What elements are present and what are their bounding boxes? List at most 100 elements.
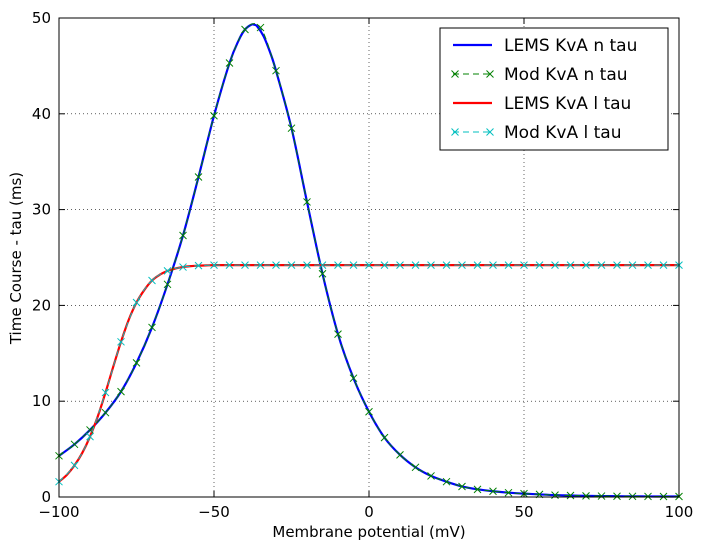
data-point-mod-kva-n-tau [117,387,125,396]
data-point-mod-kva-n-tau [101,408,110,417]
data-point-mod-kva-l-tau [520,261,528,270]
data-point-mod-kva-l-tau [644,261,652,270]
legend-label: LEMS KvA l tau [504,94,631,114]
data-point-mod-kva-l-tau [334,261,342,270]
legend-marker [486,70,494,78]
x-tick-label: 0 [364,503,374,521]
legend-entry: Mod KvA l tau [451,123,622,143]
x-axis-label: Membrane potential (mV) [272,523,465,541]
data-point-mod-kva-n-tau [287,124,296,133]
data-point-mod-kva-l-tau [132,298,141,307]
data-point-mod-kva-n-tau [132,359,141,367]
data-point-mod-kva-l-tau [489,261,497,270]
data-point-mod-kva-n-tau [210,111,218,120]
data-point-mod-kva-l-tau [163,267,172,275]
data-point-mod-kva-l-tau [396,261,404,270]
y-tick-label: 50 [32,9,51,27]
data-point-mod-kva-l-tau [628,261,637,270]
data-point-mod-kva-l-tau [303,261,311,270]
data-point-mod-kva-l-tau [179,263,187,271]
y-axis-label: Time Course - tau (ms) [7,172,25,345]
y-tick-label: 0 [41,488,51,506]
data-point-mod-kva-n-tau [272,66,280,75]
legend-label: Mod KvA n tau [504,65,628,85]
data-point-mod-kva-l-tau [86,432,94,441]
data-point-mod-kva-n-tau [194,173,203,181]
data-point-mod-kva-n-tau [566,491,575,500]
data-point-mod-kva-n-tau [256,23,265,32]
axis-ticks: −100 −50 0 50 100 0 10 20 30 40 50 [32,9,693,521]
legend-marker [486,128,494,136]
x-tick-label: 50 [514,503,533,521]
data-point-mod-kva-l-tau [380,261,389,270]
data-point-mod-kva-l-tau [272,261,280,270]
data-point-mod-kva-l-tau [535,261,544,270]
legend-entry: Mod KvA n tau [451,65,628,85]
data-point-mod-kva-n-tau [427,472,435,480]
series-line-mod-kva-l-tau [58,264,679,483]
data-point-mod-kva-n-tau [613,492,621,501]
series-layer [55,23,683,501]
data-point-mod-kva-l-tau [349,261,358,270]
data-point-mod-kva-l-tau [148,276,156,285]
data-point-mod-kva-l-tau [318,261,327,270]
data-point-mod-kva-n-tau [411,463,420,472]
data-point-mod-kva-n-tau [396,450,404,459]
data-point-mod-kva-l-tau [225,261,234,270]
data-point-mod-kva-l-tau [101,388,110,397]
series-line-lems-kva-l-tau [58,264,679,483]
data-point-mod-kva-l-tau [241,261,249,270]
data-point-mod-kva-l-tau [597,261,606,270]
legend-entry: LEMS KvA l tau [453,94,631,114]
x-tick-label: −50 [198,503,230,521]
data-point-mod-kva-n-tau [349,374,358,383]
data-point-mod-kva-n-tau [179,231,187,240]
data-point-mod-kva-n-tau [458,482,466,491]
data-point-mod-kva-n-tau [318,269,327,278]
y-tick-label: 20 [32,296,51,314]
x-tick-label: −100 [38,503,79,521]
x-tick-label: 100 [665,503,694,521]
data-point-mod-kva-l-tau [582,261,590,270]
data-point-mod-kva-n-tau [225,59,234,67]
data-point-mod-kva-l-tau [427,261,435,270]
data-point-mod-kva-n-tau [597,492,606,500]
data-point-mod-kva-l-tau [210,261,218,270]
legend-label: LEMS KvA n tau [504,36,637,56]
data-point-mod-kva-n-tau [163,280,172,289]
data-point-mod-kva-n-tau [334,330,342,338]
y-tick-label: 30 [32,201,51,219]
data-point-mod-kva-l-tau [287,261,296,270]
data-point-mod-kva-l-tau [194,261,203,270]
data-point-mod-kva-l-tau [117,337,125,346]
data-point-mod-kva-n-tau [303,198,311,206]
legend-marker [451,70,459,78]
y-tick-label: 40 [32,105,51,123]
legend: LEMS KvA n tau Mod KvA n tau LEMS KvA l ta… [439,27,669,151]
legend-entry: LEMS KvA n tau [453,36,637,56]
data-point-mod-kva-n-tau [582,491,590,500]
data-point-mod-kva-n-tau [504,488,513,497]
data-point-mod-kva-n-tau [489,487,497,496]
data-point-mod-kva-l-tau [504,261,513,270]
data-point-mod-kva-l-tau [473,261,482,270]
data-point-mod-kva-l-tau [442,261,451,270]
data-point-mod-kva-l-tau [659,261,668,270]
data-point-mod-kva-l-tau [70,461,79,470]
legend-box [439,27,669,151]
data-point-mod-kva-l-tau [566,261,575,270]
legend-label: Mod KvA l tau [504,123,622,143]
data-point-mod-kva-l-tau [256,261,265,270]
data-point-mod-kva-l-tau [458,261,466,270]
data-point-mod-kva-n-tau [628,492,637,501]
data-point-mod-kva-l-tau [365,261,373,270]
data-point-mod-kva-n-tau [70,440,79,449]
data-point-mod-kva-l-tau [411,261,420,270]
data-point-mod-kva-n-tau [380,433,389,442]
legend-marker [451,128,459,136]
data-point-mod-kva-n-tau [442,477,451,486]
data-point-mod-kva-l-tau [613,261,621,270]
data-point-mod-kva-n-tau [241,25,249,34]
data-point-mod-kva-n-tau [365,407,373,416]
